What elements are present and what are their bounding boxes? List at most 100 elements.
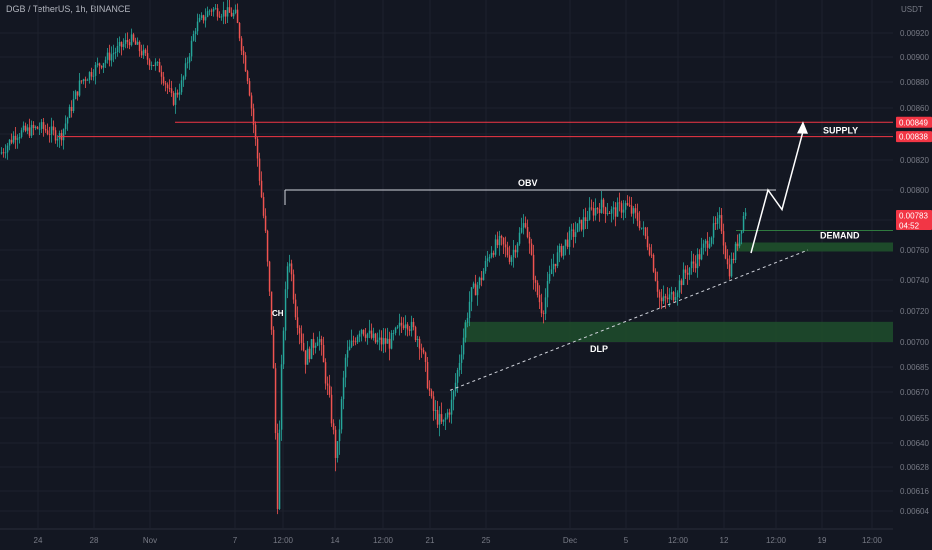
candle-body (110, 54, 113, 61)
candle-body (610, 209, 613, 214)
candle-body (380, 337, 383, 345)
candle-body (56, 138, 59, 141)
y-tick-label: 0.00900 (900, 53, 929, 62)
candle-body (570, 229, 573, 231)
dlp-trendline (449, 249, 809, 391)
candle-body (330, 394, 333, 424)
candle-body (616, 202, 619, 217)
candle-body (682, 269, 685, 286)
candle-body (120, 41, 123, 47)
candle-body (196, 21, 199, 32)
candle-body (414, 327, 417, 341)
candle-body (346, 350, 349, 358)
y-tick-label: 0.00685 (900, 363, 929, 372)
candle-body (318, 339, 321, 343)
candle-body (134, 40, 137, 45)
candle-body (62, 129, 65, 141)
price-tag (896, 131, 932, 143)
ch-label: CH (272, 309, 284, 318)
candle-body (482, 271, 485, 281)
candle-body (672, 292, 675, 301)
candle-body (720, 215, 723, 232)
candle-body (296, 317, 299, 328)
candle-body (484, 261, 487, 272)
candle-body (486, 258, 489, 262)
x-tick-label: 7 (233, 536, 238, 545)
candle-body (420, 348, 423, 350)
candle-body (200, 15, 203, 18)
candle-body (290, 263, 293, 275)
candle-body (654, 271, 657, 281)
candle-body (4, 152, 7, 154)
candle-body (222, 10, 225, 17)
candle-body (398, 322, 401, 327)
candle-body (386, 338, 389, 344)
candle-body (338, 429, 341, 442)
candle-body (734, 243, 737, 261)
candle-body (684, 269, 687, 273)
candle-body (598, 209, 601, 214)
candle-body (416, 338, 419, 341)
candle-body (450, 399, 453, 415)
candle-body (54, 130, 57, 141)
candle-body (82, 79, 85, 82)
candle-body (220, 16, 223, 18)
candle-body (342, 377, 345, 400)
candle-body (138, 41, 141, 52)
candle-body (528, 237, 531, 244)
candle-body (724, 245, 727, 259)
candle-body (618, 202, 621, 204)
candle-body (378, 337, 381, 340)
candle-body (638, 220, 641, 228)
candle-body (96, 63, 99, 65)
x-tick-label: 25 (482, 536, 491, 545)
y-tick-label: 0.00628 (900, 463, 929, 472)
candle-body (656, 280, 659, 292)
candle-body (18, 136, 21, 139)
candle-body (270, 291, 273, 330)
candle-body (464, 322, 467, 338)
y-tick-label: 0.00820 (900, 156, 929, 165)
candle-body (738, 233, 741, 247)
candle-body (716, 218, 719, 224)
candle-body (538, 295, 541, 303)
candle-body (26, 127, 29, 131)
x-tick-label: 12:00 (668, 536, 689, 545)
candle-body (686, 272, 689, 275)
candle-body (532, 254, 535, 280)
dlp-label: DLP (590, 344, 608, 354)
projection-path (750, 131, 804, 254)
projection-arrowhead (797, 121, 808, 134)
y-tick-label: 0.00640 (900, 439, 929, 448)
candle-body (402, 325, 405, 329)
candle-body (282, 330, 285, 365)
y-tick-label: 0.00740 (900, 276, 929, 285)
candle-body (46, 130, 49, 135)
candle-body (444, 417, 447, 420)
candle-body (502, 237, 505, 245)
candle-body (576, 223, 579, 233)
candle-body (556, 252, 559, 267)
dlp-zone (464, 321, 893, 342)
candle-body (456, 370, 459, 383)
time-axis: 24 28 Nov 7 12:00 14 12:00 21 25 Dec 5 12:00 12 12:00… (0, 528, 893, 550)
candle-body (232, 12, 235, 17)
candle-body (224, 10, 227, 17)
candle-body (44, 128, 47, 131)
candle-body (344, 357, 347, 378)
candle-body (650, 254, 653, 256)
candle-body (90, 72, 93, 77)
candle-body (58, 133, 61, 139)
candle-body (28, 127, 31, 136)
candle-body (256, 138, 259, 159)
candle-body (596, 208, 599, 210)
candle-body (504, 244, 507, 248)
candle-body (470, 287, 473, 302)
candle-body (612, 207, 615, 210)
candle-body (50, 126, 53, 135)
candle-body (602, 199, 605, 208)
candle-body (640, 227, 643, 229)
candle-body (22, 125, 25, 131)
currency-label: USDT (901, 5, 923, 14)
